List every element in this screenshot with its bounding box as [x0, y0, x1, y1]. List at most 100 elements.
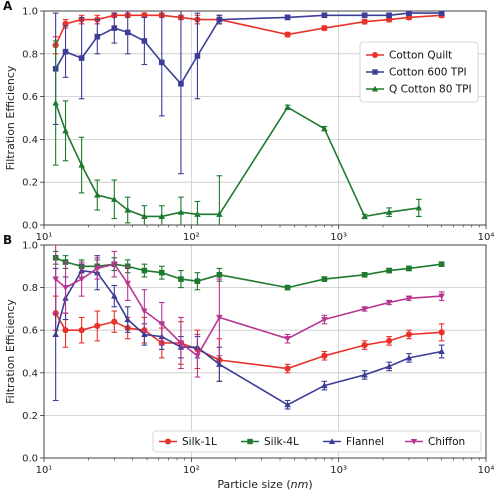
- data-point: [284, 401, 291, 408]
- data-point: [216, 16, 223, 23]
- y-tick-label: 0.2: [22, 178, 38, 189]
- legend-label: Silk-1L: [182, 436, 217, 448]
- data-point: [78, 161, 85, 168]
- y-tick-label: 0.4: [22, 368, 38, 379]
- legend-item: Flannel: [323, 436, 384, 448]
- data-point: [124, 316, 131, 323]
- data-point: [158, 269, 165, 276]
- series-silk-4l: [52, 250, 445, 291]
- data-point: [62, 327, 69, 334]
- data-point: [216, 314, 223, 321]
- data-point: [284, 365, 291, 372]
- data-point: [94, 33, 101, 40]
- data-point: [111, 261, 118, 268]
- data-point: [438, 329, 445, 336]
- data-point: [406, 11, 412, 16]
- y-tick-label: 1.0: [22, 7, 38, 18]
- data-point: [321, 317, 328, 323]
- data-point: [78, 327, 85, 334]
- legend-marker: [247, 438, 253, 445]
- x-tick-label: 10¹: [36, 465, 53, 476]
- legend-label: Q Cotton 80 TPI: [389, 84, 472, 96]
- panel-letter: A: [3, 0, 13, 13]
- series-line: [54, 102, 419, 218]
- data-point: [284, 284, 291, 291]
- y-tick-label: 1.0: [22, 241, 38, 252]
- data-point: [94, 265, 101, 272]
- data-point: [94, 322, 101, 330]
- legend-label: Silk-4L: [264, 436, 299, 448]
- x-axis-label-prefix: Particle size (: [217, 478, 290, 491]
- data-point: [405, 331, 413, 338]
- data-point: [361, 12, 368, 19]
- y-axis-label: Filtration Efficiency: [4, 65, 17, 170]
- legend-marker: [165, 438, 171, 445]
- data-point: [124, 206, 131, 213]
- data-point: [178, 80, 184, 87]
- series-chiffon: [52, 245, 445, 378]
- legend-item: Silk-4L: [241, 436, 299, 448]
- x-tick-label: 10⁴: [478, 465, 495, 476]
- data-point: [385, 299, 393, 306]
- data-point: [111, 292, 118, 299]
- y-tick-label: 0.4: [22, 135, 38, 146]
- x-tick-label: 10¹: [36, 232, 53, 243]
- data-point: [62, 48, 69, 55]
- legend-item: Q Cotton 80 TPI: [366, 84, 472, 96]
- data-point: [141, 12, 148, 19]
- data-point: [386, 337, 393, 344]
- data-point: [385, 208, 393, 215]
- data-point: [321, 25, 328, 32]
- legend-marker: [410, 439, 418, 445]
- series-silk-1l: [52, 295, 445, 382]
- x-tick-label: 10²: [183, 232, 200, 243]
- data-point: [111, 195, 118, 202]
- panel-a: 10¹ 10² 10³ 10⁴ 0.0 0.2 0.4 0.6 0.8 1.0 Filtration…: [3, 0, 494, 243]
- legend-label: Flannel: [346, 436, 384, 448]
- data-point: [52, 331, 59, 338]
- plot-frame: [43, 244, 487, 459]
- legend-marker: [372, 69, 378, 75]
- x-tick-label: 10⁴: [478, 232, 495, 243]
- panel-b: 10¹ 10² 10³ 10⁴ 0.0 0.2 0.4 0.6 0.8 1.0 Filtration…: [3, 233, 494, 476]
- data-point: [62, 127, 69, 134]
- y-tick-label: 0.0: [22, 454, 38, 465]
- x-axis-label-suffix: ): [308, 478, 312, 491]
- legend-frame: [152, 430, 482, 453]
- data-point: [78, 276, 85, 283]
- series-line: [54, 269, 442, 406]
- series-layer: [52, 11, 445, 225]
- data-point: [194, 278, 201, 285]
- data-point: [141, 38, 148, 44]
- x-tick-label: 10³: [330, 232, 347, 243]
- data-point: [405, 354, 413, 361]
- data-point: [78, 55, 85, 61]
- data-point: [415, 204, 423, 211]
- x-axis-label: Particle size (nm): [217, 478, 312, 491]
- data-point: [194, 53, 201, 59]
- data-point: [158, 213, 165, 219]
- data-point: [216, 210, 223, 217]
- data-point: [386, 12, 392, 19]
- data-point: [438, 293, 445, 300]
- y-tick-label: 0.2: [22, 411, 38, 422]
- x-tick-label: 10³: [330, 465, 347, 476]
- legend-item: Cotton 600 TPI: [366, 67, 467, 79]
- y-tick-label: 0.6: [22, 92, 38, 103]
- legend-item: Chiffon: [405, 436, 465, 448]
- legend-item: Silk-1L: [159, 436, 217, 448]
- x-axis-label-unit: nm: [291, 478, 309, 491]
- data-point: [141, 308, 148, 315]
- data-point: [62, 285, 69, 291]
- legend-marker: [371, 85, 379, 92]
- legend-label: Cotton 600 TPI: [389, 67, 467, 79]
- data-point: [94, 191, 101, 198]
- data-point: [141, 267, 148, 274]
- data-point: [321, 12, 328, 19]
- data-point: [284, 14, 291, 21]
- data-point: [321, 125, 328, 132]
- data-point: [177, 340, 185, 347]
- data-point: [405, 295, 413, 302]
- data-point: [438, 11, 445, 16]
